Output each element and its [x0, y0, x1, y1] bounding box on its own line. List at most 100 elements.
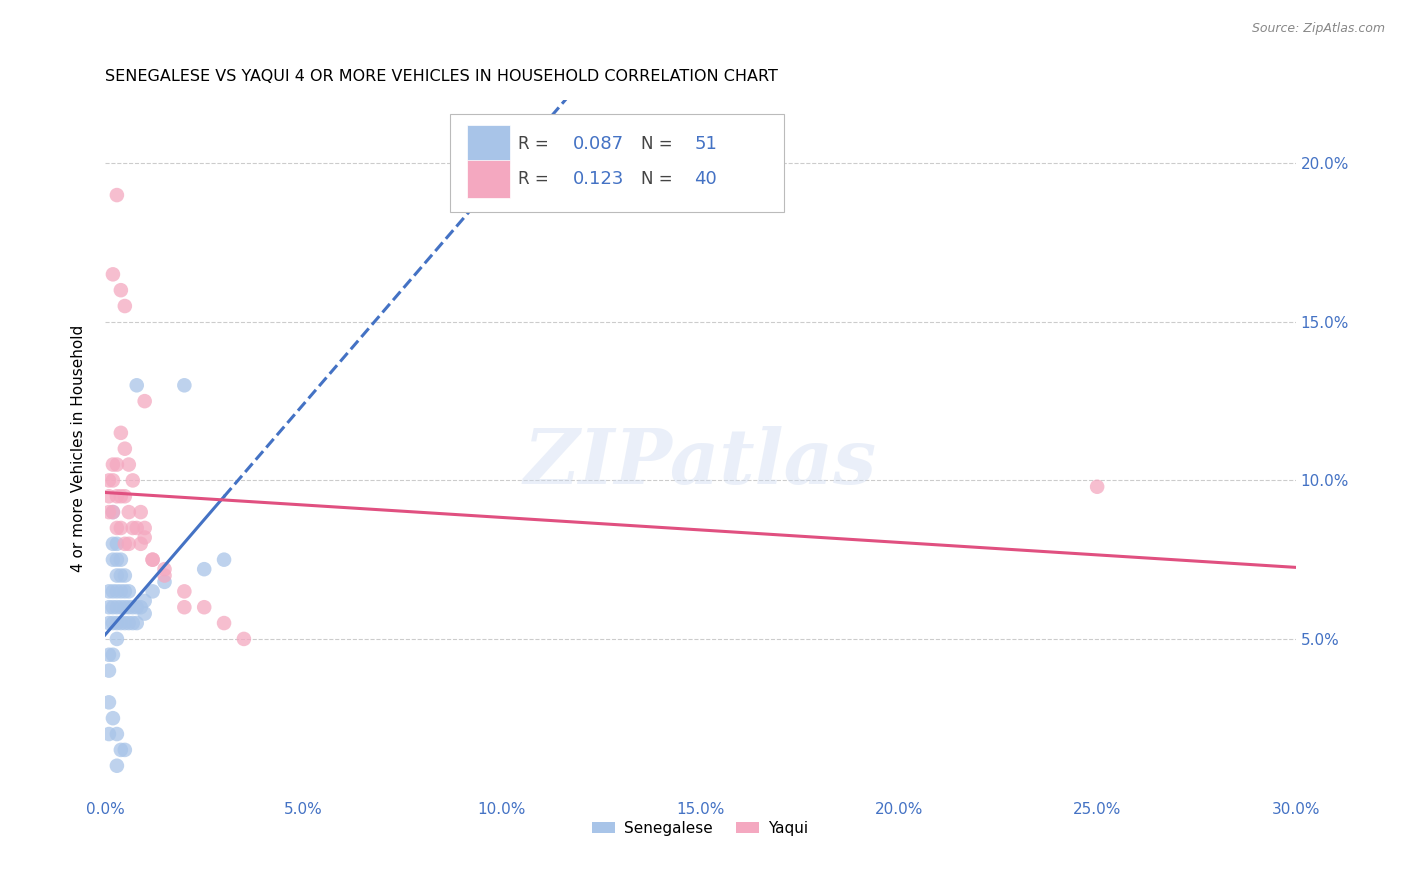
Point	[121, 474, 143, 488]
Point	[118, 537, 141, 551]
Point	[129, 505, 152, 519]
Point	[97, 474, 120, 488]
Point	[97, 616, 120, 631]
Point	[97, 648, 120, 662]
Text: R =: R =	[519, 169, 554, 188]
Point	[118, 616, 141, 631]
Point	[101, 268, 124, 282]
Point	[118, 458, 141, 472]
Point	[173, 584, 195, 599]
Point	[118, 600, 141, 615]
FancyBboxPatch shape	[450, 114, 783, 211]
Point	[1085, 480, 1108, 494]
Point	[105, 600, 128, 615]
Point	[193, 600, 215, 615]
Point	[153, 574, 176, 589]
Text: 51: 51	[695, 135, 717, 153]
Text: Source: ZipAtlas.com: Source: ZipAtlas.com	[1251, 22, 1385, 36]
Point	[97, 600, 120, 615]
Point	[110, 743, 132, 757]
Point	[105, 552, 128, 566]
Point	[105, 458, 128, 472]
Point	[97, 505, 120, 519]
Point	[101, 552, 124, 566]
Point	[110, 616, 132, 631]
Point	[173, 378, 195, 392]
Point	[134, 607, 156, 621]
Point	[114, 616, 136, 631]
Point	[105, 758, 128, 772]
Point	[114, 489, 136, 503]
Point	[193, 562, 215, 576]
Point	[134, 394, 156, 409]
Point	[212, 552, 235, 566]
Point	[105, 632, 128, 646]
FancyBboxPatch shape	[467, 160, 510, 198]
Point	[101, 474, 124, 488]
Text: 0.087: 0.087	[572, 135, 624, 153]
Point	[114, 568, 136, 582]
Point	[118, 584, 141, 599]
Point	[105, 489, 128, 503]
Text: R =: R =	[519, 135, 554, 153]
Point	[134, 594, 156, 608]
Point	[114, 600, 136, 615]
Point	[105, 521, 128, 535]
Point	[114, 442, 136, 456]
Point	[173, 600, 195, 615]
Point	[129, 600, 152, 615]
Point	[105, 727, 128, 741]
Point	[114, 584, 136, 599]
Point	[101, 616, 124, 631]
Point	[121, 616, 143, 631]
Point	[97, 489, 120, 503]
FancyBboxPatch shape	[467, 125, 510, 162]
Point	[212, 616, 235, 631]
Point	[125, 521, 148, 535]
Point	[105, 537, 128, 551]
Y-axis label: 4 or more Vehicles in Household: 4 or more Vehicles in Household	[72, 325, 86, 573]
Text: N =: N =	[641, 135, 678, 153]
Legend: Senegalese, Yaqui: Senegalese, Yaqui	[586, 815, 814, 842]
Point	[110, 584, 132, 599]
Point	[105, 568, 128, 582]
Point	[114, 537, 136, 551]
Point	[125, 378, 148, 392]
Point	[101, 648, 124, 662]
Point	[101, 537, 124, 551]
Point	[125, 616, 148, 631]
Point	[97, 584, 120, 599]
Point	[97, 695, 120, 709]
Point	[105, 188, 128, 202]
Point	[110, 552, 132, 566]
Point	[110, 425, 132, 440]
Point	[110, 489, 132, 503]
Point	[153, 562, 176, 576]
Point	[101, 584, 124, 599]
Text: 0.123: 0.123	[572, 169, 624, 188]
Text: SENEGALESE VS YAQUI 4 OR MORE VEHICLES IN HOUSEHOLD CORRELATION CHART: SENEGALESE VS YAQUI 4 OR MORE VEHICLES I…	[105, 69, 778, 84]
Point	[97, 664, 120, 678]
Point	[110, 600, 132, 615]
Point	[121, 521, 143, 535]
Text: 40: 40	[695, 169, 717, 188]
Point	[153, 568, 176, 582]
Point	[97, 727, 120, 741]
Text: ZIPatlas: ZIPatlas	[523, 425, 877, 500]
Point	[110, 568, 132, 582]
Point	[105, 584, 128, 599]
Point	[134, 531, 156, 545]
Point	[114, 743, 136, 757]
Point	[114, 299, 136, 313]
Point	[142, 552, 165, 566]
Point	[142, 552, 165, 566]
Point	[101, 600, 124, 615]
Point	[105, 616, 128, 631]
Point	[134, 521, 156, 535]
Point	[101, 711, 124, 725]
Point	[101, 505, 124, 519]
Point	[101, 505, 124, 519]
Point	[110, 521, 132, 535]
Point	[232, 632, 254, 646]
Text: N =: N =	[641, 169, 678, 188]
